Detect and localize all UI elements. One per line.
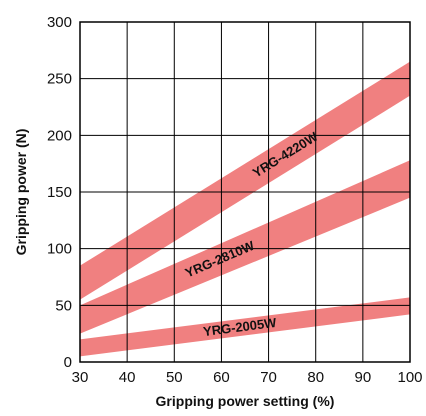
x-tick-label: 40 bbox=[119, 369, 136, 386]
x-tick-label: 100 bbox=[397, 369, 422, 386]
y-axis-title: Gripping power (N) bbox=[13, 129, 29, 256]
bands bbox=[80, 61, 410, 357]
y-tick-label: 250 bbox=[47, 71, 72, 88]
plot-frame bbox=[79, 21, 411, 363]
x-tick-label: 70 bbox=[260, 369, 277, 386]
y-tick-labels: 0 50 100 150 200 250 300 bbox=[47, 14, 72, 371]
band-yrg-2810w bbox=[80, 160, 410, 334]
y-tick-label: 200 bbox=[47, 127, 72, 144]
y-tick-label: 300 bbox=[47, 14, 72, 31]
x-tick-labels: 30 40 50 60 70 80 90 100 bbox=[72, 369, 423, 386]
band-yrg-2005w bbox=[80, 297, 410, 357]
x-tick-label: 60 bbox=[213, 369, 230, 386]
x-tick-label: 90 bbox=[355, 369, 372, 386]
y-tick-label: 50 bbox=[55, 297, 72, 314]
y-tick-label: 100 bbox=[47, 241, 72, 258]
y-tick-label: 0 bbox=[64, 354, 72, 371]
x-tick-label: 50 bbox=[166, 369, 183, 386]
x-tick-label: 30 bbox=[72, 369, 89, 386]
y-tick-label: 150 bbox=[47, 184, 72, 201]
x-axis-title: Gripping power setting (%) bbox=[156, 393, 335, 409]
band-yrg-4220w bbox=[80, 61, 410, 300]
x-tick-label: 80 bbox=[307, 369, 324, 386]
